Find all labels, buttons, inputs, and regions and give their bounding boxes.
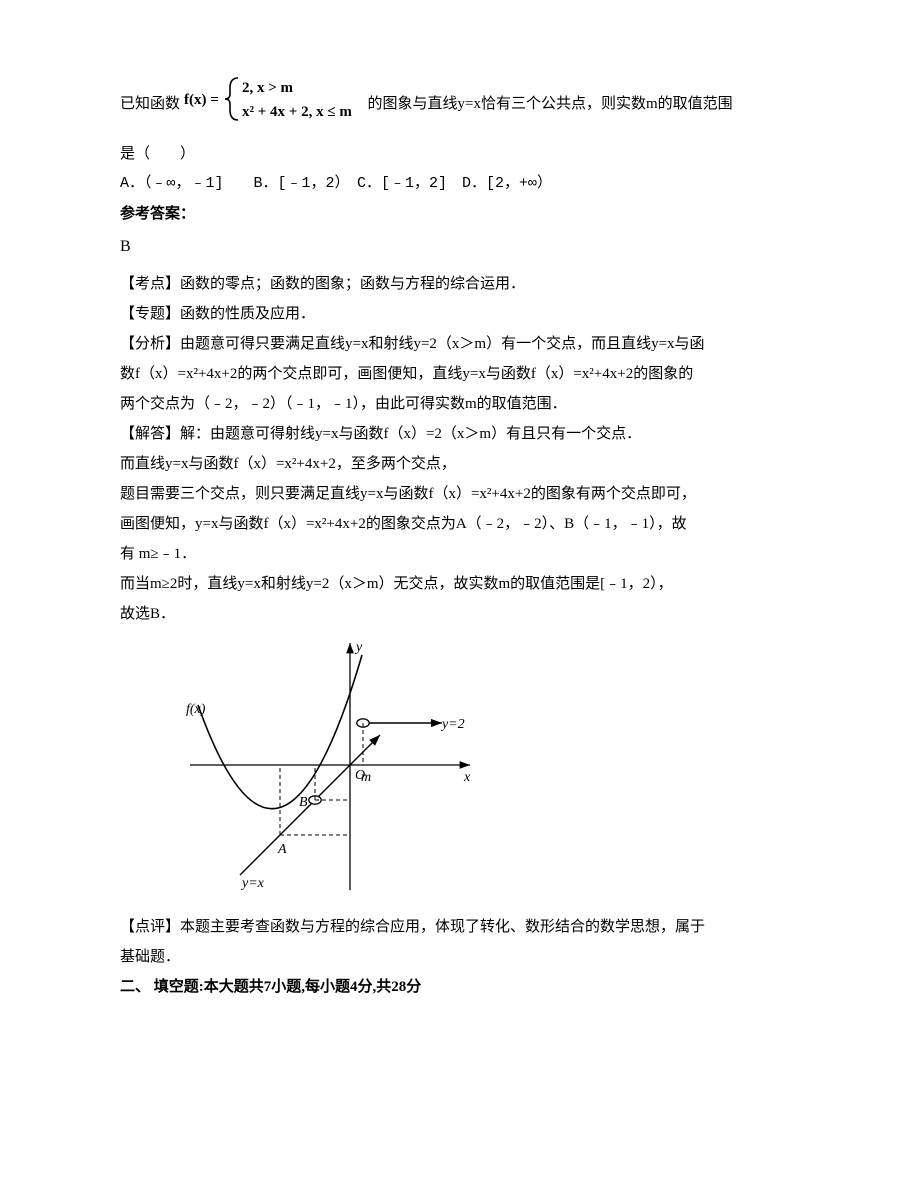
svg-text:f(x): f(x)	[186, 702, 206, 717]
zhuanti: 【专题】函数的性质及应用．	[120, 299, 800, 329]
jieda-5: 有 m≥﹣1．	[120, 539, 800, 569]
jieda-6: 而当m≥2时，直线y=x和射线y=2（x＞m）无交点，故实数m的取值范围是[﹣1…	[120, 569, 800, 599]
fenxi-2: 数f（x）=x²+4x+2的两个交点即可，画图便知，直线y=x与函数f（x）=x…	[120, 359, 800, 389]
jieda-3: 题目需要三个交点，则只要满足直线y=x与函数f（x）=x²+4x+2的图象有两个…	[120, 479, 800, 509]
jieda-2: 而直线y=x与函数f（x）=x²+4x+2，至多两个交点，	[120, 449, 800, 479]
svg-text:y: y	[354, 640, 363, 655]
dianping-2: 基础题．	[120, 942, 800, 972]
answer-letter: B	[120, 229, 800, 269]
svg-text:m: m	[361, 770, 371, 785]
section-2-header: 二、 填空题:本大题共7小题,每小题4分,共28分	[120, 972, 800, 1002]
graph-figure: yxOmf(x)y=2y=xAB	[120, 629, 800, 912]
jieda-7: 故选B．	[120, 599, 800, 629]
question-line1: 已知函数 f(x) = 2, x > m x² + 4x + 2, x ≤ m 的图…	[120, 70, 800, 139]
svg-text:y=2: y=2	[440, 717, 465, 732]
question-line2: 是（ ）	[120, 139, 800, 169]
question-suffix: 的图象与直线y=x恰有三个公共点，则实数m的取值范围	[368, 96, 733, 112]
svg-text:x² + 4x + 2, x ≤ m: x² + 4x + 2, x ≤ m	[242, 104, 352, 120]
svg-text:2, x > m: 2, x > m	[242, 80, 294, 96]
reference-answer-label: 参考答案：	[120, 199, 800, 229]
options: A．（﹣∞，﹣1] B．[﹣1，2） C．[﹣1，2] D．[2，+∞）	[120, 169, 800, 199]
question-prefix: 已知函数	[120, 96, 180, 112]
fenxi-1: 【分析】由题意可得只要满足直线y=x和射线y=2（x＞m）有一个交点，而且直线y…	[120, 329, 800, 359]
piecewise-equation: f(x) = 2, x > m x² + 4x + 2, x ≤ m	[184, 70, 364, 139]
svg-text:A: A	[277, 842, 287, 857]
svg-text:f(x) =: f(x) =	[184, 92, 219, 108]
dianping-1: 【点评】本题主要考查函数与方程的综合应用，体现了转化、数形结合的数学思想，属于	[120, 912, 800, 942]
kaodian: 【考点】函数的零点；函数的图象；函数与方程的综合运用．	[120, 269, 800, 299]
svg-text:x: x	[463, 770, 471, 785]
fenxi-3: 两个交点为（﹣2，﹣2）（﹣1，﹣1），由此可得实数m的取值范围．	[120, 389, 800, 419]
jieda-4: 画图便知，y=x与函数f（x）=x²+4x+2的图象交点为A（﹣2，﹣2）、B（…	[120, 509, 800, 539]
svg-text:B: B	[299, 795, 308, 810]
svg-text:y=x: y=x	[240, 876, 265, 891]
jieda-1: 【解答】解：由题意可得射线y=x与函数f（x）=2（x＞m）有且只有一个交点．	[120, 419, 800, 449]
